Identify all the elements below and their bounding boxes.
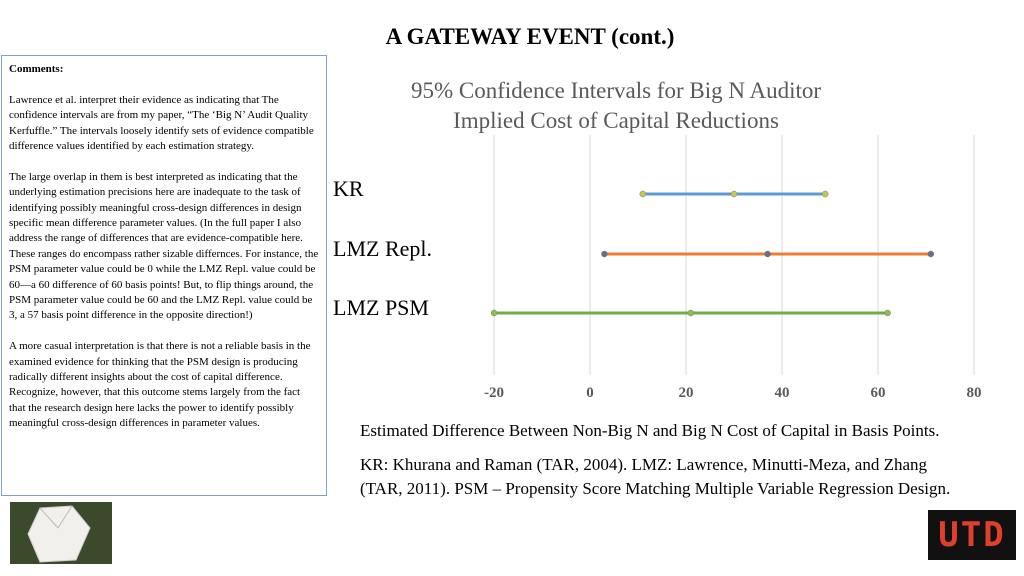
x-tick-label: 60 xyxy=(871,385,886,401)
x-tick-label: 0 xyxy=(586,385,594,401)
slide-title: A GATEWAY EVENT (cont.) xyxy=(385,24,675,49)
interval-point xyxy=(730,190,738,198)
dice-edge xyxy=(57,505,73,529)
paragraph: The large overlap in them is best interp… xyxy=(9,170,319,322)
comments-box: Comments: Lawrence et al. interpret thei… xyxy=(1,55,327,496)
x-axis-label: Estimated Difference Between Non-Big N a… xyxy=(360,421,940,440)
chart-title: 95% Confidence Intervals for Big N Audit… xyxy=(410,78,822,133)
dice-icon xyxy=(27,505,91,563)
category-label: KR xyxy=(333,176,364,201)
interval-point xyxy=(821,190,829,198)
x-tick-label: 20 xyxy=(679,385,694,401)
dice-edge xyxy=(39,507,59,529)
paragraph: A more casual interpretation is that the… xyxy=(9,340,311,430)
category-label: LMZ PSM xyxy=(333,295,429,320)
x-tick-label: -20 xyxy=(484,385,504,401)
interval-point xyxy=(764,250,771,258)
interval-point xyxy=(927,250,935,258)
dice-shape xyxy=(27,505,91,563)
interval-point xyxy=(490,309,498,317)
interval-point xyxy=(884,309,891,317)
interval-point xyxy=(639,190,647,198)
x-tick-label: 80 xyxy=(967,385,982,401)
footnote: KR: Khurana and Raman (TAR, 2004). LMZ: … xyxy=(360,455,951,498)
interval-point xyxy=(687,309,695,317)
category-label: LMZ Repl. xyxy=(333,236,432,261)
comments-heading: Comments: xyxy=(9,63,64,75)
dice-image xyxy=(10,502,112,564)
logo: UTD xyxy=(928,510,1016,560)
paragraph: Lawrence et al. interpret their evidence… xyxy=(9,93,314,153)
interval-point xyxy=(601,250,608,258)
x-tick-label: 40 xyxy=(775,385,790,401)
